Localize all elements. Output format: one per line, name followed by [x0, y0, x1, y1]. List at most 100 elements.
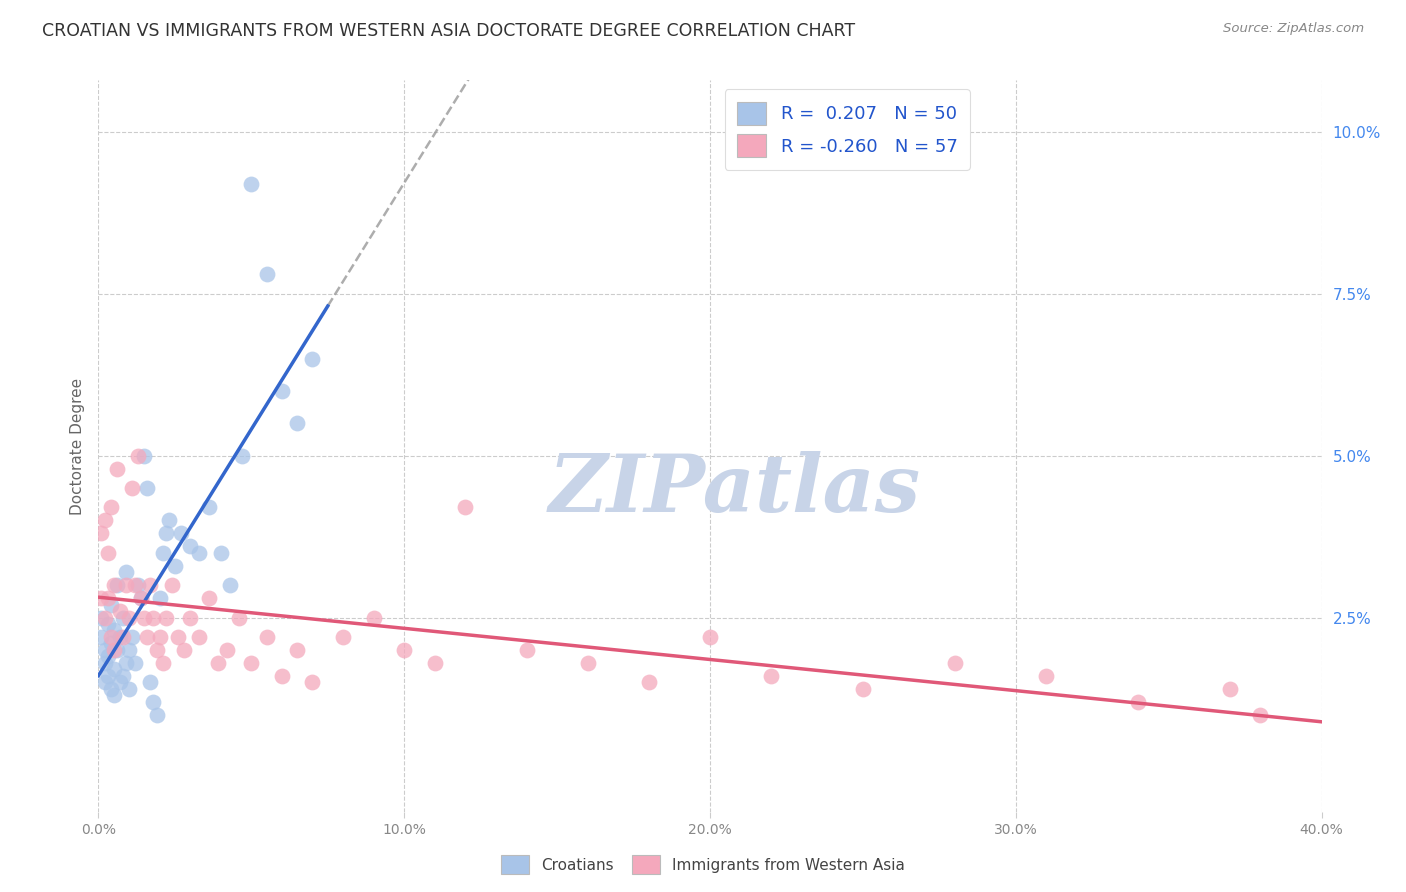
- Point: [90, 610, 112, 624]
- Point: [118, 643, 141, 657]
- Point: [93, 656, 115, 670]
- Y-axis label: Doctorate Degree: Doctorate Degree: [69, 377, 84, 515]
- Point: [943, 656, 966, 670]
- Point: [219, 578, 242, 592]
- Point: [188, 546, 211, 560]
- Point: [136, 630, 159, 644]
- Point: [139, 675, 162, 690]
- Point: [134, 610, 156, 624]
- Point: [108, 675, 131, 690]
- Point: [576, 656, 599, 670]
- Point: [115, 566, 138, 580]
- Point: [1035, 669, 1057, 683]
- Point: [111, 610, 134, 624]
- Point: [100, 636, 122, 650]
- Point: [207, 656, 229, 670]
- Point: [155, 610, 177, 624]
- Point: [100, 500, 122, 515]
- Point: [149, 591, 172, 606]
- Point: [454, 500, 477, 515]
- Point: [852, 681, 875, 696]
- Point: [179, 610, 201, 624]
- Point: [256, 268, 278, 282]
- Point: [152, 546, 174, 560]
- Point: [188, 630, 211, 644]
- Point: [1219, 681, 1241, 696]
- Point: [301, 351, 323, 366]
- Point: [103, 643, 125, 657]
- Point: [103, 688, 125, 702]
- Point: [127, 449, 149, 463]
- Point: [139, 578, 162, 592]
- Point: [100, 681, 122, 696]
- Point: [145, 643, 167, 657]
- Point: [145, 707, 167, 722]
- Point: [121, 630, 143, 644]
- Point: [142, 610, 165, 624]
- Point: [170, 526, 193, 541]
- Point: [179, 539, 201, 553]
- Point: [93, 610, 115, 624]
- Point: [332, 630, 354, 644]
- Point: [155, 526, 177, 541]
- Point: [97, 591, 120, 606]
- Point: [240, 177, 263, 191]
- Point: [423, 656, 446, 670]
- Point: [90, 526, 112, 541]
- Point: [1249, 707, 1271, 722]
- Point: [111, 630, 134, 644]
- Point: [124, 578, 146, 592]
- Legend: R =  0.207   N = 50, R = -0.260   N = 57: R = 0.207 N = 50, R = -0.260 N = 57: [724, 89, 970, 170]
- Point: [103, 624, 125, 638]
- Point: [103, 662, 125, 676]
- Point: [136, 481, 159, 495]
- Point: [118, 681, 141, 696]
- Point: [197, 500, 219, 515]
- Point: [215, 643, 238, 657]
- Point: [97, 546, 120, 560]
- Point: [142, 695, 165, 709]
- Point: [240, 656, 263, 670]
- Point: [115, 578, 138, 592]
- Point: [256, 630, 278, 644]
- Point: [108, 604, 131, 618]
- Point: [301, 675, 323, 690]
- Point: [115, 656, 138, 670]
- Point: [759, 669, 782, 683]
- Point: [93, 643, 115, 657]
- Point: [100, 630, 122, 644]
- Point: [97, 617, 120, 632]
- Point: [163, 558, 186, 573]
- Point: [90, 591, 112, 606]
- Point: [93, 513, 115, 527]
- Point: [108, 630, 131, 644]
- Point: [134, 449, 156, 463]
- Point: [209, 546, 232, 560]
- Point: [93, 675, 115, 690]
- Point: [363, 610, 385, 624]
- Point: [124, 656, 146, 670]
- Point: [129, 591, 152, 606]
- Point: [173, 643, 195, 657]
- Point: [90, 630, 112, 644]
- Point: [105, 643, 128, 657]
- Text: ZIPatlas: ZIPatlas: [548, 451, 921, 529]
- Point: [699, 630, 721, 644]
- Point: [1128, 695, 1150, 709]
- Point: [103, 578, 125, 592]
- Text: CROATIAN VS IMMIGRANTS FROM WESTERN ASIA DOCTORATE DEGREE CORRELATION CHART: CROATIAN VS IMMIGRANTS FROM WESTERN ASIA…: [42, 22, 855, 40]
- Point: [105, 578, 128, 592]
- Point: [392, 643, 416, 657]
- Point: [105, 461, 128, 475]
- Point: [97, 669, 120, 683]
- Point: [149, 630, 172, 644]
- Point: [285, 417, 308, 431]
- Point: [157, 513, 180, 527]
- Point: [167, 630, 190, 644]
- Point: [118, 610, 141, 624]
- Point: [231, 449, 253, 463]
- Legend: Croatians, Immigrants from Western Asia: Croatians, Immigrants from Western Asia: [495, 849, 911, 880]
- Point: [516, 643, 538, 657]
- Point: [270, 669, 292, 683]
- Point: [121, 481, 143, 495]
